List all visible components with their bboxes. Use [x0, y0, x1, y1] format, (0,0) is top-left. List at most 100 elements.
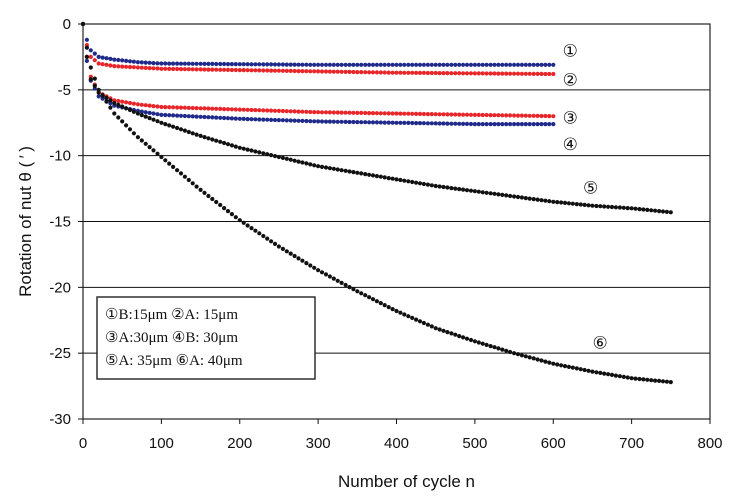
series-5-point [570, 201, 575, 206]
series-1-point [359, 62, 364, 67]
series-3-point [500, 113, 505, 118]
series-6-point [363, 293, 368, 298]
series-6-point [645, 377, 650, 382]
series-1-point [171, 61, 176, 66]
series-2-point [327, 69, 332, 74]
series-2-point [323, 69, 329, 74]
series-1-point [167, 61, 172, 66]
series-2-point [425, 70, 430, 76]
series-5 [80, 21, 673, 215]
series-4-point [241, 116, 246, 121]
series-4-point [206, 115, 211, 120]
series-2-point [386, 70, 391, 75]
series-3-point [492, 113, 497, 118]
series-5-point [457, 187, 462, 192]
series-4-point [347, 119, 352, 125]
series-6-point [316, 268, 321, 273]
series-1-point [300, 62, 305, 67]
series-3-point [363, 110, 368, 116]
series-6-point [664, 379, 670, 384]
series-2-point [433, 70, 438, 76]
series-4-point [370, 120, 376, 125]
series-1-point [539, 62, 544, 67]
series-6-point [257, 231, 262, 236]
series-3-point [186, 105, 191, 110]
series-1-point [198, 61, 203, 66]
series-5-point [633, 206, 638, 211]
series-5-point [359, 171, 364, 176]
series-6-point [590, 369, 595, 374]
series-5-point [218, 139, 223, 144]
series-4-point [453, 121, 458, 126]
series-5-point [363, 172, 368, 177]
series-1-point [457, 62, 462, 67]
series-5-point [551, 199, 556, 204]
series-3-point [175, 105, 180, 110]
series-4-point [429, 121, 434, 126]
series-2-point [104, 62, 109, 67]
series-1-point [225, 62, 231, 67]
series-6-point [410, 315, 415, 320]
x-axis-title: Number of cycle n [338, 472, 475, 491]
series-5-point [84, 54, 89, 60]
series-5-point [245, 147, 250, 152]
series-1-point [417, 62, 423, 67]
series-3-point [374, 111, 379, 116]
series-5-point [660, 209, 666, 214]
series-4-point [500, 122, 505, 127]
series-4-point [210, 115, 215, 120]
series-4-point [280, 118, 285, 123]
series-6-point [637, 376, 642, 382]
x-tick-label: 600 [541, 435, 566, 452]
series-5-point [578, 202, 583, 207]
curve-label-5: ⑤ [583, 178, 598, 198]
series-6-point [300, 258, 305, 263]
series-4-point [535, 122, 540, 127]
series-3-point [417, 111, 423, 116]
series-4 [80, 21, 556, 127]
series-5-point [535, 197, 540, 202]
series-6-point [186, 177, 191, 183]
series-4-point [421, 121, 426, 126]
series-1-point [276, 62, 281, 67]
series-6-point [147, 145, 152, 150]
series-2-point [284, 68, 289, 73]
series-2-point [116, 64, 121, 69]
series-4-point [300, 118, 305, 123]
series-3-point [398, 111, 403, 116]
series-1-point [339, 62, 344, 67]
series-6-point [374, 299, 379, 304]
series-4-point [222, 115, 227, 121]
series-1-point [284, 62, 289, 67]
y-tick-label: -20 [49, 279, 71, 296]
series-5-point [402, 178, 407, 183]
y-tick-label: -5 [58, 82, 71, 99]
series-3-point [237, 107, 242, 112]
series-1-point [194, 61, 199, 66]
series-6-point [245, 223, 250, 228]
series-4-point [496, 122, 501, 127]
series-4-point [151, 111, 156, 116]
series-5-point [617, 205, 623, 210]
series-3-point [280, 108, 285, 114]
series-5-point [421, 181, 426, 187]
series-4-point [394, 120, 399, 125]
series-4-point [143, 110, 148, 115]
series-5-point [559, 200, 564, 205]
series-5-point [453, 186, 458, 191]
series-4-point [417, 121, 423, 126]
series-1-point [421, 62, 426, 67]
series-1-point [335, 62, 340, 67]
series-6-point [96, 87, 101, 92]
series-4-point [155, 112, 160, 117]
series-6-point [629, 376, 634, 381]
series-6-point [461, 335, 466, 340]
series-3-point [178, 105, 184, 110]
series-2-point [527, 71, 532, 76]
series-3-point [124, 100, 129, 105]
y-tick-label: 0 [63, 16, 71, 33]
series-5-point [261, 151, 266, 156]
series-5-point [167, 123, 172, 128]
series-2-point [390, 70, 395, 75]
series-5-point [308, 162, 313, 167]
